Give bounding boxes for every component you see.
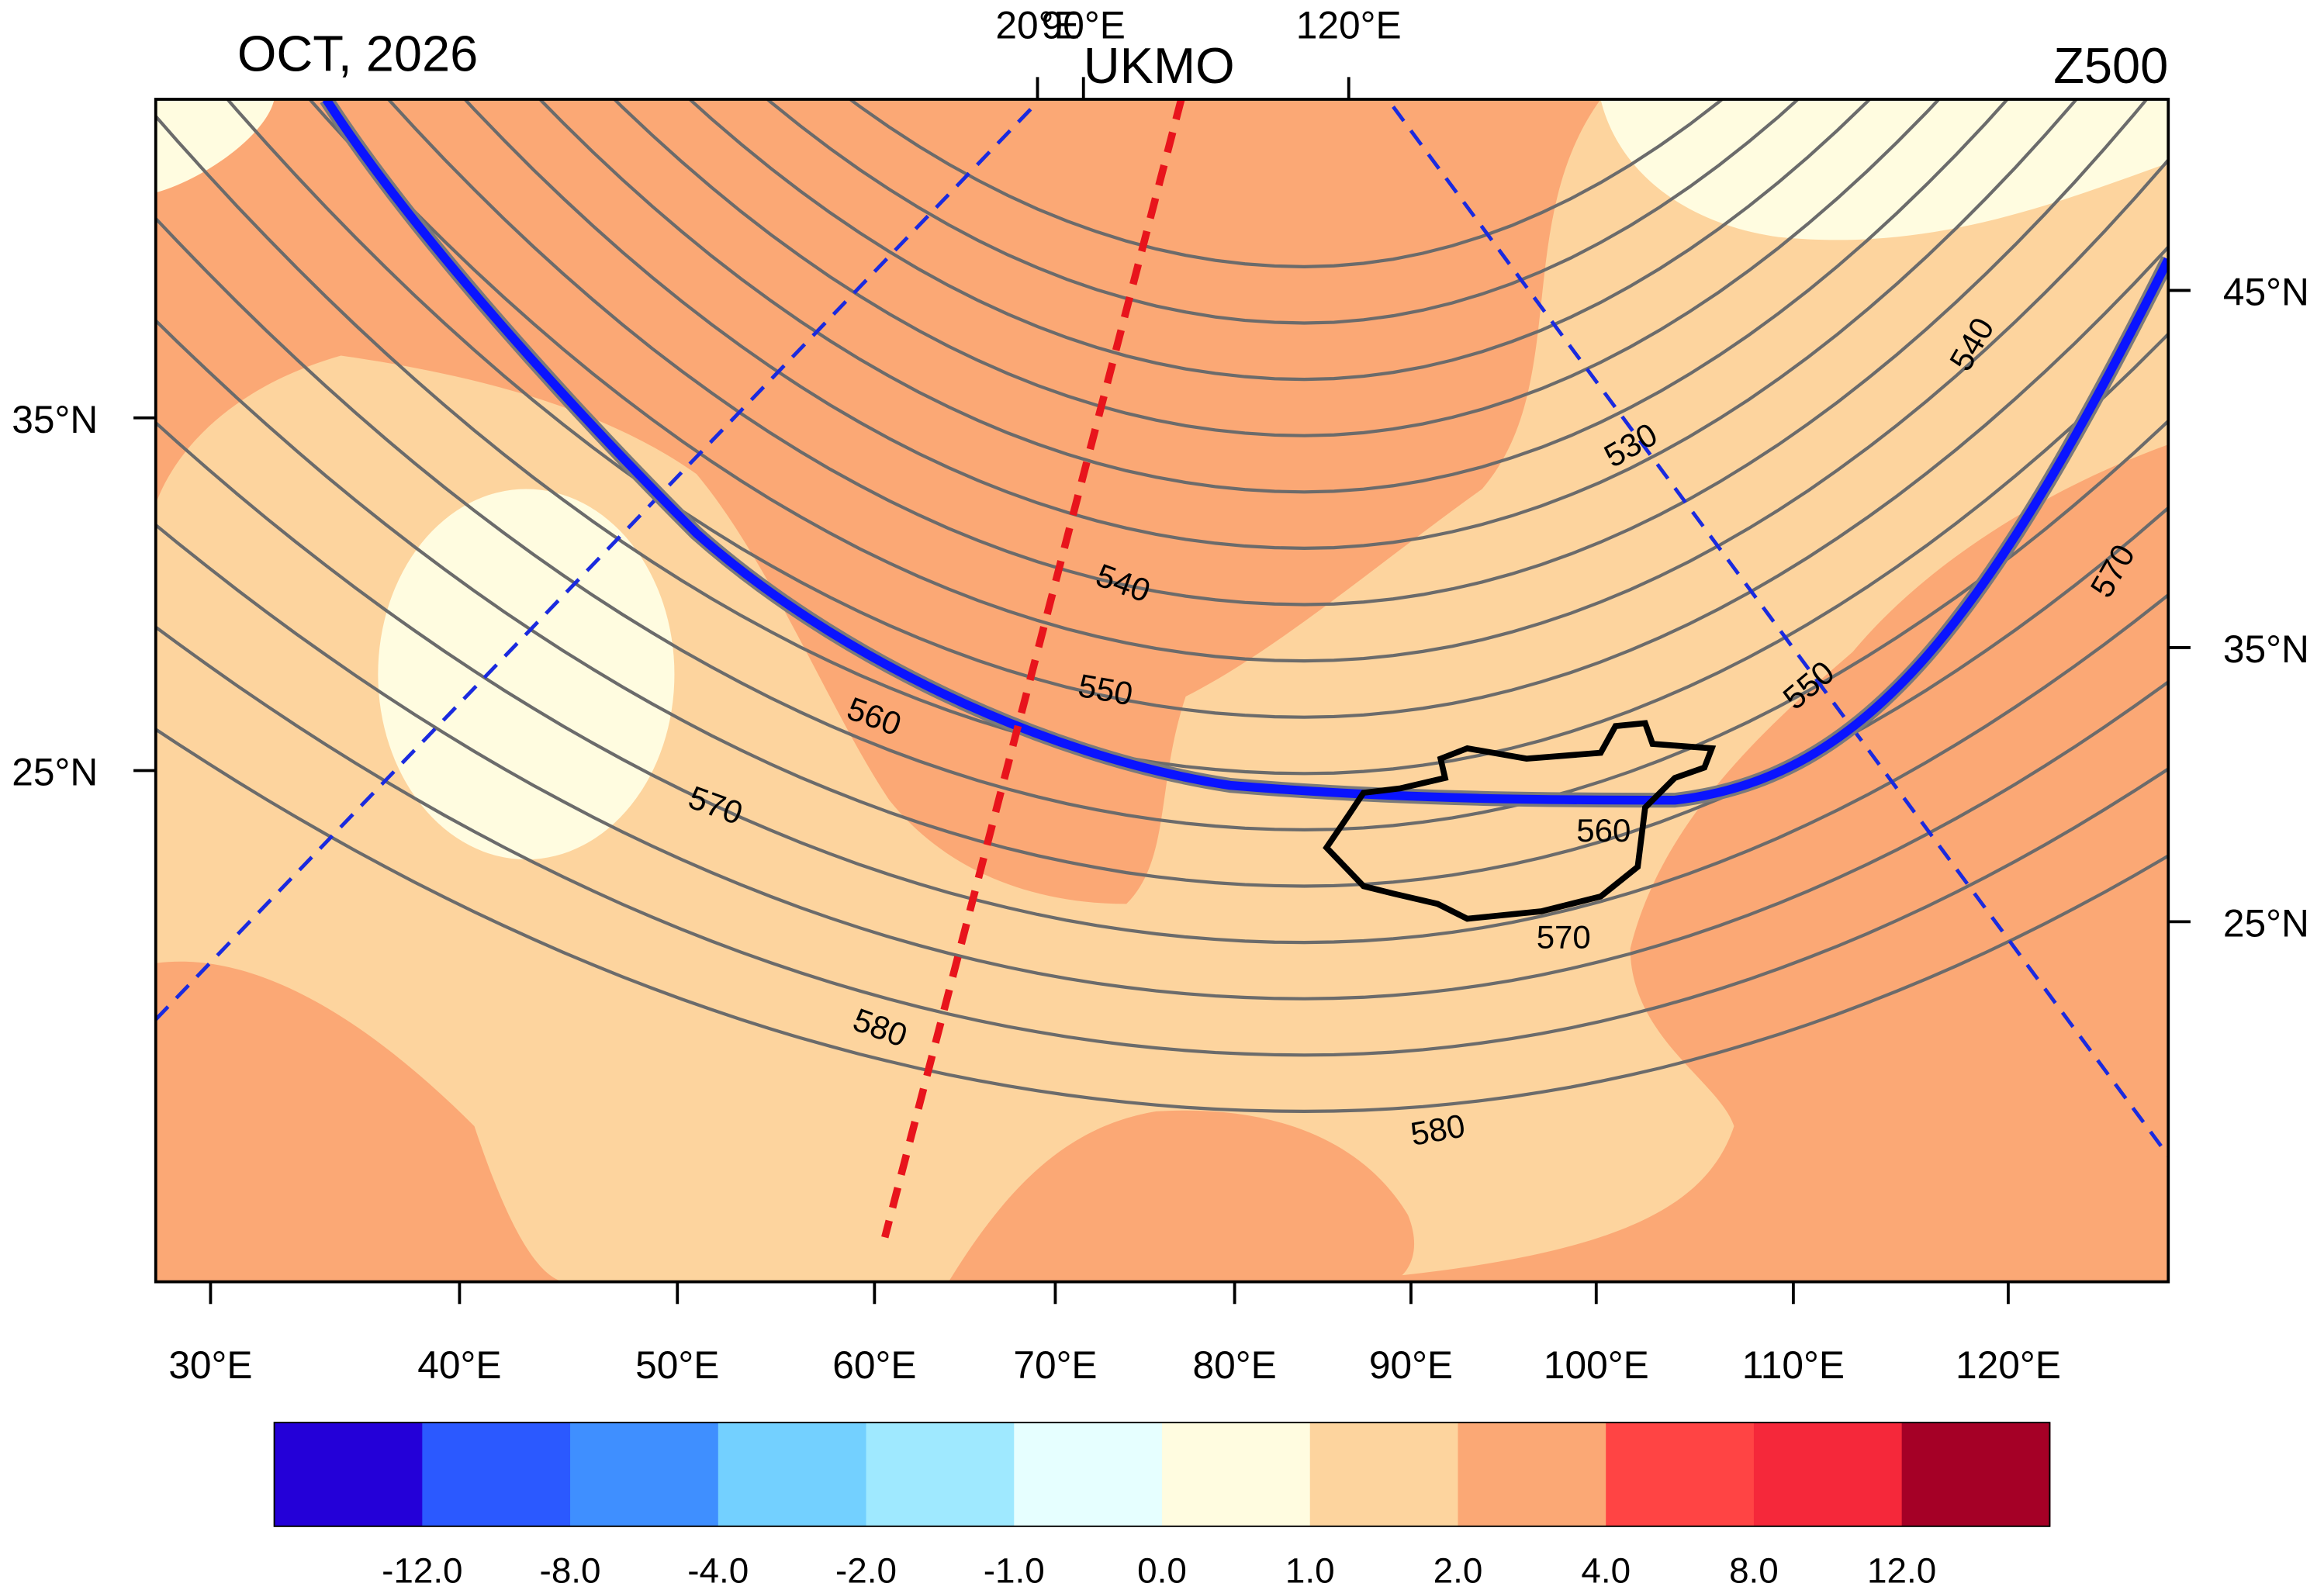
region-outline [1323, 720, 1717, 922]
colorbar-label: -2.0 [835, 1550, 897, 1590]
right-axis-label: 45°N [2223, 271, 2309, 314]
colorbar-label: -4.0 [687, 1550, 749, 1590]
anomaly-region [155, 961, 564, 1282]
top-axis-label: 90°E [1042, 4, 1126, 47]
map-frame [154, 98, 2170, 1284]
contour-line [155, 113, 2169, 776]
title: OCT, 2026 [237, 26, 478, 82]
colorbar-label: 0.0 [1137, 1550, 1187, 1590]
left-axis-label: 35°N [12, 398, 98, 441]
contour-line [847, 99, 1725, 268]
colorbar-label: -1.0 [984, 1550, 1045, 1590]
left-axis-label: 25°N [12, 751, 98, 794]
contour-line [538, 99, 2010, 494]
contour-line [307, 99, 2169, 663]
contour-line [155, 727, 2169, 1114]
colorbar-box [570, 1422, 719, 1526]
colorbar-label: -8.0 [540, 1550, 601, 1590]
contour-label: 560 [1576, 812, 1631, 849]
top-axis-label: 20°E [995, 4, 1079, 47]
variable-label: Z500 [2053, 37, 2168, 94]
colorbar-frame [273, 1422, 2051, 1527]
contour-label: 570 [1537, 919, 1591, 956]
colorbar-label: 1.0 [1285, 1550, 1335, 1590]
trough-axis [881, 99, 1185, 1239]
bottom-axis-label: 110°E [1742, 1343, 1845, 1387]
contour-line [612, 99, 1942, 437]
contour-line [155, 624, 2169, 1057]
colorbar-label: -12.0 [382, 1550, 463, 1590]
colorbar-box [1309, 1422, 1459, 1526]
colorbar-box [1606, 1422, 1755, 1526]
axes: 20°E90°E 120°E35°N25°N45°N35°N25°N30°E 40°… [12, 4, 2309, 1387]
colorbar-box [422, 1422, 572, 1526]
anomaly-region [1333, 444, 2169, 1282]
contour-line [386, 99, 2149, 607]
bottom-axis-label: 40°E [417, 1343, 501, 1387]
anomaly-region [378, 489, 675, 860]
bottom-axis-label: 70°E [1013, 1343, 1097, 1387]
colorbar-box [1458, 1422, 1607, 1526]
colorbar-box [274, 1422, 424, 1526]
bottom-axis-label: 30°E [168, 1343, 252, 1387]
colorbar-label: 4.0 [1581, 1550, 1631, 1590]
contour-line [687, 99, 1873, 382]
colorbar-box [1901, 1422, 2051, 1526]
forecast-contour [322, 99, 2169, 805]
top-axis-label: 120°E [1296, 4, 1402, 47]
anomaly-region [1600, 99, 2169, 240]
bottom-axis-label: 90°E [1369, 1343, 1453, 1387]
contours [155, 99, 2169, 1114]
contour-line [155, 420, 2169, 945]
contour-line [765, 99, 1800, 325]
model-label: UKMO [1084, 37, 1235, 94]
contour-line [155, 216, 2169, 831]
contour-label: 550 [1076, 667, 1136, 712]
bottom-axis-label: 120°E [1956, 1343, 2061, 1387]
right-axis-label: 35°N [2223, 627, 2309, 671]
sector-boundary [155, 105, 2169, 1157]
colorbar-box [1753, 1422, 1903, 1526]
colorbar-label: 8.0 [1729, 1550, 1779, 1590]
anomaly-region [155, 99, 1601, 904]
colorbar-label: 2.0 [1433, 1550, 1483, 1590]
anomaly-region [155, 99, 275, 193]
colorbar-label: 12.0 [1867, 1550, 1936, 1590]
colorbar-box [1162, 1422, 1311, 1526]
bottom-axis-label: 60°E [832, 1343, 916, 1387]
bottom-axis-label: 80°E [1193, 1343, 1277, 1387]
bottom-axis-label: 100°E [1544, 1343, 1649, 1387]
colorbar-box [718, 1422, 867, 1526]
bottom-axis-label: 50°E [635, 1343, 719, 1387]
right-axis-label: 25°N [2223, 901, 2309, 945]
contour-line [462, 99, 2079, 550]
colorbar: -12.0 -8.0 -4.0 -2.0 -1.0 0.0 1.0 2.0 4.0 8.0 12.0 [273, 1422, 2051, 1590]
contour-line [225, 99, 2169, 719]
anomaly-region [948, 1110, 1415, 1282]
contour-line [155, 318, 2169, 888]
colorbar-box [1014, 1422, 1163, 1526]
contour-line [155, 523, 2169, 1001]
colorbar-box [866, 1422, 1015, 1526]
